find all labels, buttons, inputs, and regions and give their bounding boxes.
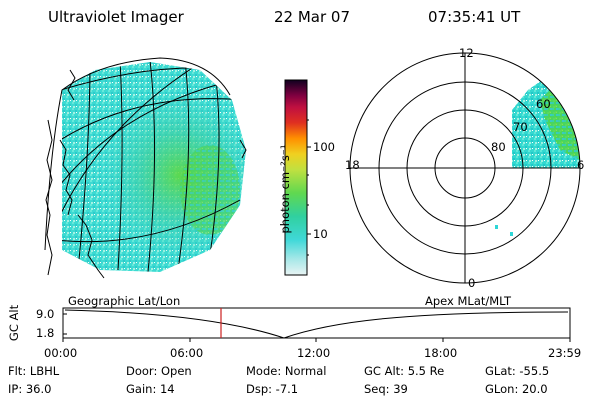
info-glat: GLat: -55.5: [485, 364, 550, 378]
polar-label-12: 12: [459, 46, 474, 60]
x-tick-1200: 12:00: [297, 346, 331, 360]
info-seq: Seq: 39: [364, 382, 408, 396]
x-tick-1800: 18:00: [424, 346, 458, 360]
polar-label-6: 6: [577, 158, 585, 172]
polar-label-18: 18: [345, 158, 360, 172]
x-tick-0000: 00:00: [44, 346, 78, 360]
x-tick-2359: 23:59: [548, 346, 582, 360]
lat-ring-80: 80: [491, 140, 506, 154]
lat-ring-70: 70: [513, 120, 528, 134]
info-gain: Gain: 14: [126, 382, 175, 396]
date-label: 22 Mar 07: [274, 8, 351, 26]
info-mode: Mode: Normal: [246, 364, 327, 378]
geo-coord-label: Geographic Lat/Lon: [68, 294, 181, 308]
info-glon: GLon: 20.0: [485, 382, 548, 396]
info-dsp: Dsp: -7.1: [246, 382, 299, 396]
info-door: Door: Open: [126, 364, 192, 378]
lat-ring-60: 60: [536, 97, 551, 111]
instrument-title: Ultraviolet Imager: [48, 8, 184, 26]
colorbar-unit-label: photon cm⁻²s⁻¹: [278, 144, 292, 234]
info-ip: IP: 36.0: [8, 382, 52, 396]
info-flt: Flt: LBHL: [8, 364, 60, 378]
y-tick-9: 9.0: [36, 307, 55, 321]
x-tick-0600: 06:00: [170, 346, 204, 360]
colorbar-tick-100: 100: [313, 140, 335, 154]
gc-alt-axis-title: GC Alt: [7, 304, 21, 342]
polar-label-0: 0: [468, 276, 476, 290]
earth-image: [44, 57, 247, 279]
time-label: 07:35:41 UT: [428, 8, 521, 26]
polar-plot: [349, 52, 581, 284]
altitude-timeline: [62, 307, 571, 342]
y-tick-1_8: 1.8: [36, 326, 55, 340]
info-gc-alt: GC Alt: 5.5 Re: [364, 364, 445, 378]
colorbar-gradient: [284, 79, 308, 276]
apex-coord-label: Apex MLat/MLT: [425, 294, 512, 308]
colorbar-tick-10: 10: [313, 227, 328, 241]
colorbar: [284, 79, 311, 276]
